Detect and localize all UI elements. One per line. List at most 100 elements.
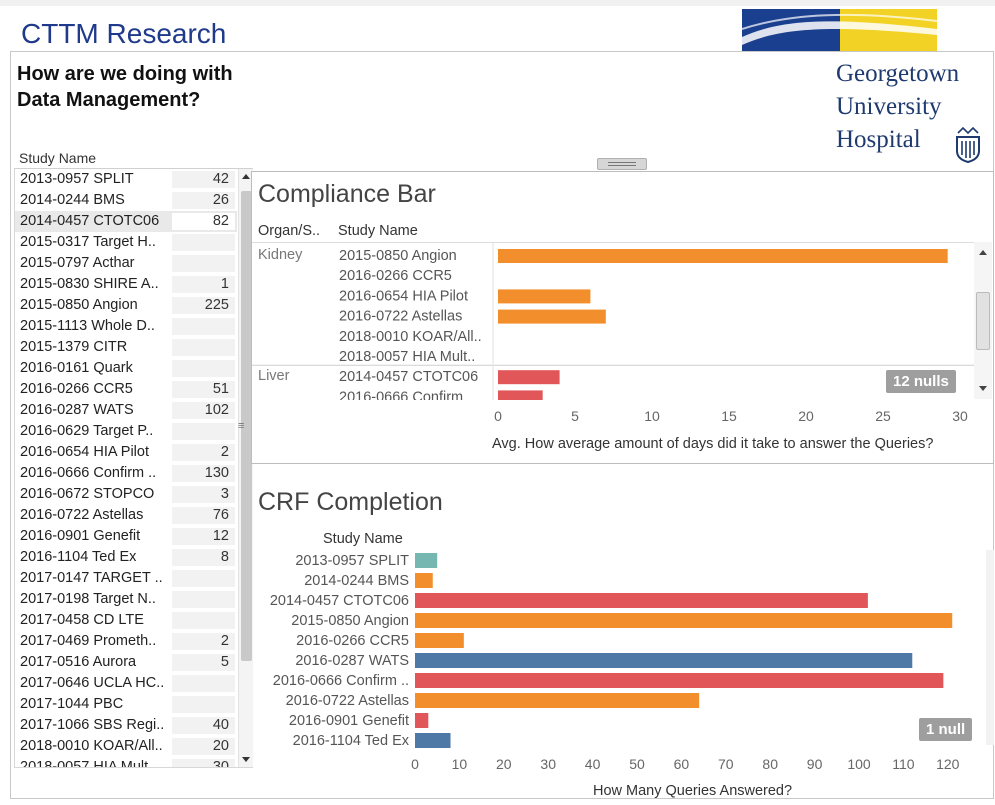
compliance-rows: Kidney 2015-0850 Angion 2016-0266 CCR5 2016…: [252, 242, 974, 400]
compliance-panel: Compliance Bar Organ/S.. Study Name Kidn…: [251, 171, 994, 464]
study-list[interactable]: 2013-0957 SPLIT 42 2014-0244 BMS 26 2014-045…: [14, 168, 253, 768]
study-count-cell: [172, 696, 235, 713]
study-name: 2013-0957 SPLIT: [20, 171, 134, 187]
null-indicator[interactable]: 1 null: [919, 718, 973, 741]
app-title: CTTM Research: [21, 18, 227, 49]
scroll-thumb[interactable]: [241, 191, 252, 661]
study-count: 76: [212, 507, 229, 523]
study-count-cell: [172, 570, 235, 587]
study-list-item[interactable]: 2016-0629 Target P..: [15, 421, 237, 442]
x-tick-label: 15: [721, 408, 737, 424]
scroll-up-icon[interactable]: [242, 174, 250, 179]
study-list-item[interactable]: 2016-0266 CCR5 51: [15, 379, 237, 400]
x-tick-label: 0: [494, 408, 502, 424]
study-name: 2017-1066 SBS Regi..: [20, 717, 165, 733]
crf-title: CRF Completion: [258, 488, 443, 516]
panel-drag-handle[interactable]: [597, 158, 647, 170]
compliance-bar[interactable]: [498, 309, 606, 324]
study-list-item[interactable]: 2016-0161 Quark: [15, 358, 237, 379]
study-count: 51: [212, 381, 229, 397]
study-list-item[interactable]: 2015-1379 CITR: [15, 337, 237, 358]
compliance-bar[interactable]: [498, 370, 560, 385]
study-list-scrollbar[interactable]: [238, 169, 253, 767]
study-list-item[interactable]: 2016-0287 WATS 102: [15, 400, 237, 421]
crf-bar[interactable]: [415, 633, 464, 648]
study-list-item[interactable]: 2017-0469 Prometh.. 2: [15, 631, 237, 652]
study-list-item[interactable]: 2017-0458 CD LTE: [15, 610, 237, 631]
study-list-item[interactable]: 2016-0722 Astellas 76: [15, 505, 237, 526]
category-label: 2016-0666 Confirm ..: [273, 673, 409, 689]
x-tick-label: 5: [571, 408, 579, 424]
category-label: 2016-1104 Ted Ex: [293, 733, 410, 749]
study-count: 8: [220, 549, 229, 565]
shield-icon: [956, 126, 980, 163]
study-list-item[interactable]: 2017-0516 Aurora 5: [15, 652, 237, 673]
scroll-thumb[interactable]: [976, 292, 990, 350]
category-label: 2015-0850 Angion: [291, 613, 409, 629]
crf-bar[interactable]: [415, 733, 451, 748]
study-label: 2018-0010 KOAR/All..: [339, 329, 482, 345]
study-count-cell: [172, 234, 235, 251]
study-list-item[interactable]: 2015-0317 Target H..: [15, 232, 237, 253]
crf-bar[interactable]: [415, 593, 868, 608]
study-name: 2014-0457 CTOTC06: [20, 213, 160, 229]
study-name: 2015-0850 Angion: [20, 297, 138, 313]
compliance-bar[interactable]: [498, 289, 591, 304]
crf-bar[interactable]: [415, 573, 433, 588]
scroll-down-icon[interactable]: [242, 757, 250, 762]
splitter-grip-icon[interactable]: ≡: [238, 420, 245, 432]
scroll-up-icon[interactable]: [979, 250, 987, 255]
study-name: 2016-0901 Genefit: [20, 528, 141, 544]
study-count-cell: 82: [172, 213, 235, 230]
compliance-bar[interactable]: [498, 390, 543, 400]
logo-line-2: University: [836, 93, 942, 120]
compliance-scrollbar[interactable]: [974, 242, 992, 399]
study-count: 42: [212, 171, 229, 187]
crf-bar[interactable]: [415, 553, 438, 568]
x-tick-label: 25: [875, 408, 891, 424]
study-list-item[interactable]: 2016-1104 Ted Ex 8: [15, 547, 237, 568]
null-indicator[interactable]: 12 nulls: [886, 370, 956, 393]
study-name: 2018-0057 HIA Mult..: [20, 759, 157, 767]
study-count-cell: 3: [172, 486, 235, 503]
study-list-item[interactable]: 2016-0666 Confirm .. 130: [15, 463, 237, 484]
study-list-item[interactable]: 2016-0901 Genefit 12: [15, 526, 237, 547]
study-list-item[interactable]: 2018-0010 KOAR/All.. 20: [15, 736, 237, 757]
study-list-item[interactable]: 2017-1044 PBC: [15, 694, 237, 715]
study-count-cell: [172, 591, 235, 608]
crf-bar[interactable]: [415, 673, 944, 688]
study-count: 225: [204, 297, 229, 313]
study-name: 2015-1379 CITR: [20, 339, 128, 355]
study-count: 130: [204, 465, 229, 481]
study-count-cell: [172, 339, 235, 356]
study-list-item[interactable]: 2016-0672 STOPCO 3: [15, 484, 237, 505]
study-list-item[interactable]: 2014-0457 CTOTC06 82: [15, 211, 237, 232]
crf-bar[interactable]: [415, 653, 913, 668]
study-list-item[interactable]: 2017-1066 SBS Regi.. 40: [15, 715, 237, 736]
study-count-cell: [172, 423, 235, 440]
compliance-bar[interactable]: [498, 249, 948, 263]
scroll-down-icon[interactable]: [979, 386, 987, 391]
study-list-item[interactable]: 2018-0057 HIA Mult.. 30: [15, 757, 237, 767]
study-count-cell: 102: [172, 402, 235, 419]
crf-bar[interactable]: [415, 613, 953, 628]
study-list-item[interactable]: 2017-0646 UCLA HC..: [15, 673, 237, 694]
crf-scrollbar[interactable]: [986, 550, 994, 745]
crf-bar[interactable]: [415, 713, 429, 728]
study-list-item[interactable]: 2017-0198 Target N..: [15, 589, 237, 610]
study-list-item[interactable]: 2013-0957 SPLIT 42: [15, 169, 237, 190]
study-count-cell: 26: [172, 192, 235, 209]
study-list-item[interactable]: 2015-0850 Angion 225: [15, 295, 237, 316]
study-name: 2015-0830 SHIRE A..: [20, 276, 159, 292]
georgetown-logo: Georgetown University Hospital: [836, 57, 986, 167]
study-list-item[interactable]: 2015-0797 Acthar: [15, 253, 237, 274]
study-list-item[interactable]: 2015-0830 SHIRE A.. 1: [15, 274, 237, 295]
study-list-item[interactable]: 2014-0244 BMS 26: [15, 190, 237, 211]
study-name: 2016-1104 Ted Ex: [20, 549, 137, 565]
study-count-cell: 2: [172, 633, 235, 650]
logo-line-3: Hospital: [836, 126, 921, 153]
crf-bar[interactable]: [415, 693, 700, 708]
study-list-item[interactable]: 2016-0654 HIA Pilot 2: [15, 442, 237, 463]
study-list-item[interactable]: 2015-1113 Whole D..: [15, 316, 237, 337]
study-list-item[interactable]: 2017-0147 TARGET ..: [15, 568, 237, 589]
